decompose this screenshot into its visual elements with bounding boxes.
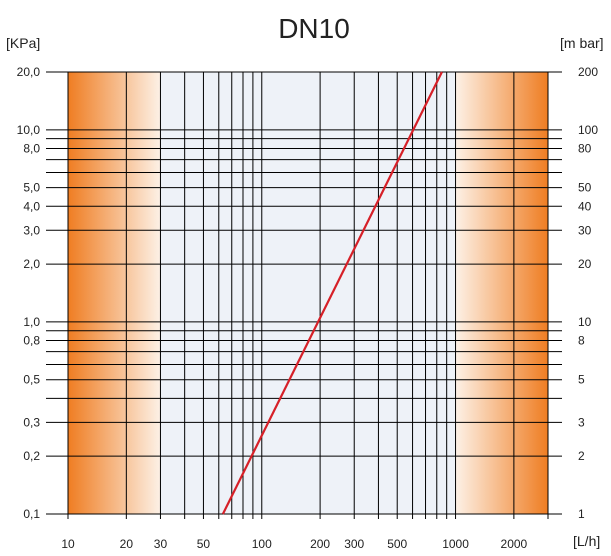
x-tick-label: 50 (197, 537, 211, 551)
y-left-tick-label: 1,0 (23, 315, 40, 329)
x-tick-label: 10 (61, 537, 75, 551)
y-right-tick-label: 3 (578, 415, 585, 429)
x-tick-label: 500 (387, 537, 407, 551)
x-tick-label: 20 (120, 537, 134, 551)
y-right-tick-label: 8 (578, 334, 585, 348)
y-right-tick-label: 40 (578, 199, 592, 213)
y-right-tick-label: 50 (578, 181, 592, 195)
y-right-tick-label: 1 (578, 507, 585, 521)
y-left-tick-label: 0,8 (23, 334, 40, 348)
x-tick-label: 200 (310, 537, 330, 551)
y-left-tick-label: 20,0 (17, 65, 41, 79)
x-unit-label: [L/h] (573, 533, 600, 549)
y-right-tick-label: 80 (578, 141, 592, 155)
x-tick-label: 30 (154, 537, 168, 551)
y-right-tick-labels: 1 2 3 5 8 10 20 30 40 50 80 100 200 (578, 65, 598, 521)
y-left-tick-label: 0,1 (23, 507, 40, 521)
y-left-tick-label: 0,5 (23, 373, 40, 387)
y-left-tick-label: 4,0 (23, 199, 40, 213)
y-right-tick-label: 200 (578, 65, 598, 79)
shaded-range-high (455, 72, 548, 514)
y-right-tick-label: 100 (578, 123, 598, 137)
y-left-tick-label: 2,0 (23, 257, 40, 271)
x-tick-label: 2000 (501, 537, 528, 551)
grid (46, 71, 562, 519)
y-left-tick-label: 0,2 (23, 449, 40, 463)
series (221, 71, 443, 515)
y-left-tick-label: 0,3 (23, 415, 40, 429)
y-right-tick-label: 30 (578, 223, 592, 237)
y-right-unit-label: [m bar] (560, 35, 604, 51)
y-left-tick-label: 10,0 (17, 123, 41, 137)
x-tick-label: 300 (344, 537, 364, 551)
y-right-tick-label: 5 (578, 373, 585, 387)
y-right-tick-label: 2 (578, 449, 585, 463)
y-left-tick-label: 5,0 (23, 181, 40, 195)
x-tick-label: 1000 (442, 537, 469, 551)
y-right-tick-label: 20 (578, 257, 592, 271)
shaded-ranges (68, 72, 548, 514)
y-right-tick-label: 10 (578, 315, 592, 329)
y-left-tick-labels: 0,1 0,2 0,3 0,5 0,8 1,0 2,0 3,0 4,0 5,0 8,0 10,0 20,… (17, 65, 41, 521)
series-line (221, 71, 443, 515)
shaded-range-low (68, 72, 161, 514)
y-left-tick-label: 3,0 (23, 223, 40, 237)
x-tick-labels: 10 20 30 50 100 200 300 500 1000 2000 (61, 537, 527, 551)
y-left-unit-label: [KPa] (6, 35, 40, 51)
chart-title: DN10 (278, 13, 350, 44)
x-tick-label: 100 (252, 537, 272, 551)
y-left-tick-label: 8,0 (23, 141, 40, 155)
